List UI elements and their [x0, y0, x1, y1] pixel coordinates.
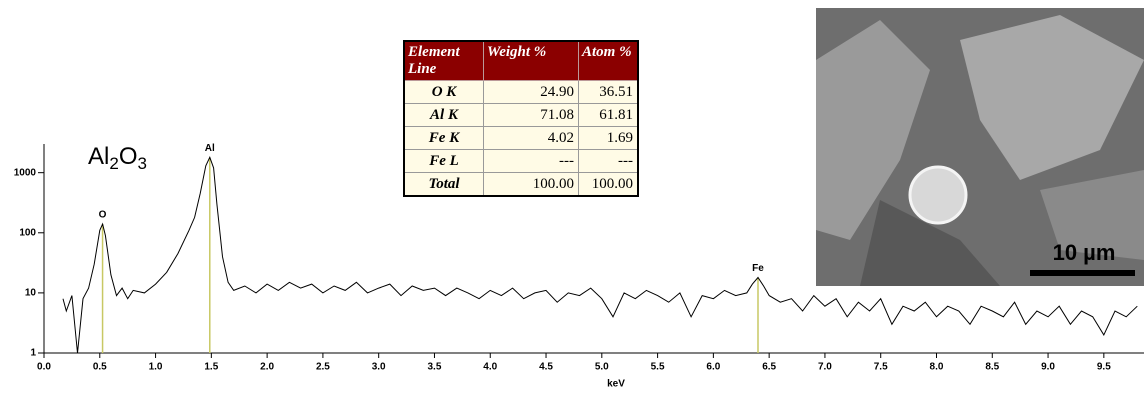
table-cell: 71.08	[483, 103, 579, 127]
peak-label: O	[99, 210, 107, 221]
spectrum-line	[62, 155, 1138, 354]
texture	[1040, 170, 1144, 260]
table-cell: 24.90	[483, 80, 579, 104]
table-row: O K 24.90 36.51	[403, 80, 639, 104]
table-cell: O K	[403, 80, 484, 104]
x-tick-label: 9.0	[1041, 362, 1055, 373]
x-tick-label: 5.5	[651, 362, 665, 373]
table-cell: ---	[578, 149, 639, 173]
x-tick-label: 4.5	[539, 362, 553, 373]
table-cell: 1.69	[578, 126, 639, 150]
header-text: Line	[408, 61, 437, 77]
x-tick-label: 2.5	[316, 362, 330, 373]
subscript: 2	[109, 154, 118, 173]
x-tick-label: 2.0	[260, 362, 274, 373]
formula-part: Al	[88, 143, 109, 170]
sem-image: 10 µm	[816, 8, 1144, 286]
x-tick-label: 8.5	[985, 362, 999, 373]
texture	[860, 200, 1000, 286]
table-row: Fe K 4.02 1.69	[403, 126, 639, 150]
x-tick-label: 1.0	[149, 362, 163, 373]
formula: Al2O3	[88, 143, 147, 173]
table-cell: 100.00	[483, 172, 579, 197]
table-cell: 61.81	[578, 103, 639, 127]
peak-label: Al	[205, 143, 215, 154]
table-body: O K 24.90 36.51 Al K 71.08 61.81 Fe K 4.02 1.69 F…	[403, 80, 639, 197]
header-row: Element Line Weight % Atom %	[403, 40, 639, 81]
x-tick-label: 6.5	[762, 362, 776, 373]
y-tick-label: 1	[30, 348, 36, 359]
subscript: 3	[137, 154, 146, 173]
table-cell: Fe L	[403, 149, 484, 173]
x-tick-label: 0.0	[37, 362, 51, 373]
x-tick-label: 6.0	[706, 362, 720, 373]
peak-label: Fe	[752, 263, 764, 274]
x-tick-label: 1.5	[204, 362, 218, 373]
texture	[960, 15, 1144, 180]
header-cell: Atom %	[578, 40, 639, 81]
x-tick-label: 3.5	[428, 362, 442, 373]
table-cell: Fe K	[403, 126, 484, 150]
x-tick-label: 4.0	[483, 362, 497, 373]
scale-label: 10 µm	[1053, 240, 1116, 265]
header-cell: Element Line	[403, 40, 484, 81]
x-tick-label: 9.5	[1097, 362, 1111, 373]
particle	[908, 165, 968, 225]
y-tick-label: 10	[25, 288, 37, 299]
y-tick-label: 100	[19, 227, 36, 238]
x-axis-label: keV	[607, 379, 625, 390]
table-cell: Al K	[403, 103, 484, 127]
table-cell: 100.00	[578, 172, 639, 197]
table-cell: ---	[483, 149, 579, 173]
x-tick-label: 7.0	[818, 362, 832, 373]
scale-bar	[1030, 270, 1135, 276]
table-row: Fe L --- ---	[403, 149, 639, 173]
y-tick-label: 1000	[14, 167, 37, 178]
header-text: Element	[408, 44, 460, 60]
x-tick-label: 7.5	[874, 362, 888, 373]
formula-part: O	[119, 143, 138, 170]
x-tick-label: 0.5	[93, 362, 107, 373]
x-tick-label: 5.0	[595, 362, 609, 373]
table-row: Total 100.00 100.00	[403, 172, 639, 197]
x-tick-label: 3.0	[372, 362, 386, 373]
x-tick-label: 8.0	[930, 362, 944, 373]
table-cell: 4.02	[483, 126, 579, 150]
header-cell: Weight %	[483, 40, 579, 81]
table-cell: 36.51	[578, 80, 639, 104]
texture	[816, 20, 930, 240]
table-cell: Total	[403, 172, 484, 197]
composition-table: Element Line Weight % Atom % O K 24.90 36.5…	[403, 40, 639, 197]
table-row: Al K 71.08 61.81	[403, 103, 639, 127]
